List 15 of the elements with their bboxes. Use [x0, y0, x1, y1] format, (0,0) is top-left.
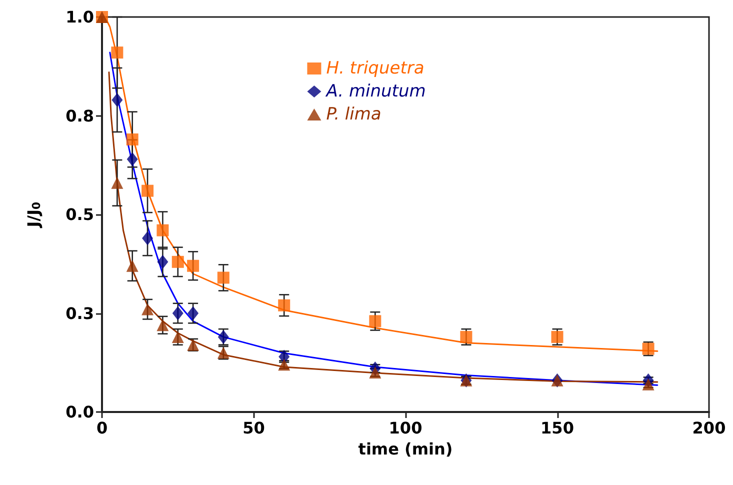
- y-tick-label: 0.5: [66, 205, 94, 224]
- x-tick-label: 200: [692, 418, 726, 438]
- y-tick-label: 0.0: [66, 402, 94, 422]
- x-axis-title: time (min): [358, 439, 453, 458]
- y-tick-label: 0.3: [66, 304, 94, 323]
- x-tick-label: 100: [388, 418, 422, 438]
- y-axis-title: J/J0: [24, 201, 43, 228]
- legend-label: P. lima: [326, 104, 382, 124]
- x-tick-label: 150: [540, 418, 574, 438]
- legend-label: H. triquetra: [326, 58, 424, 78]
- legend-label: A. minutum: [325, 82, 426, 102]
- x-tick-label: 0: [96, 418, 108, 438]
- x-tick-label: 50: [242, 418, 265, 438]
- y-tick-label: 0.8: [66, 106, 94, 126]
- y-tick-label: 1.0: [66, 8, 94, 26]
